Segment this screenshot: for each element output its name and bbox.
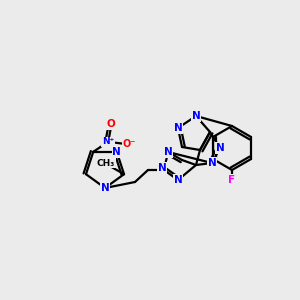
Text: CH₃: CH₃ [97, 159, 115, 168]
Text: N: N [174, 175, 182, 185]
Text: F: F [228, 175, 236, 185]
Text: N: N [192, 111, 200, 121]
Text: N: N [216, 143, 224, 153]
Text: N: N [208, 158, 216, 168]
Text: N: N [100, 183, 109, 193]
Text: N: N [112, 147, 121, 157]
Text: O⁻: O⁻ [123, 139, 136, 149]
Text: N: N [158, 163, 166, 173]
Text: N⁺: N⁺ [102, 137, 114, 146]
Text: O: O [107, 119, 116, 129]
Text: F: F [228, 175, 236, 185]
Text: N: N [164, 147, 172, 157]
Text: N: N [174, 123, 182, 133]
